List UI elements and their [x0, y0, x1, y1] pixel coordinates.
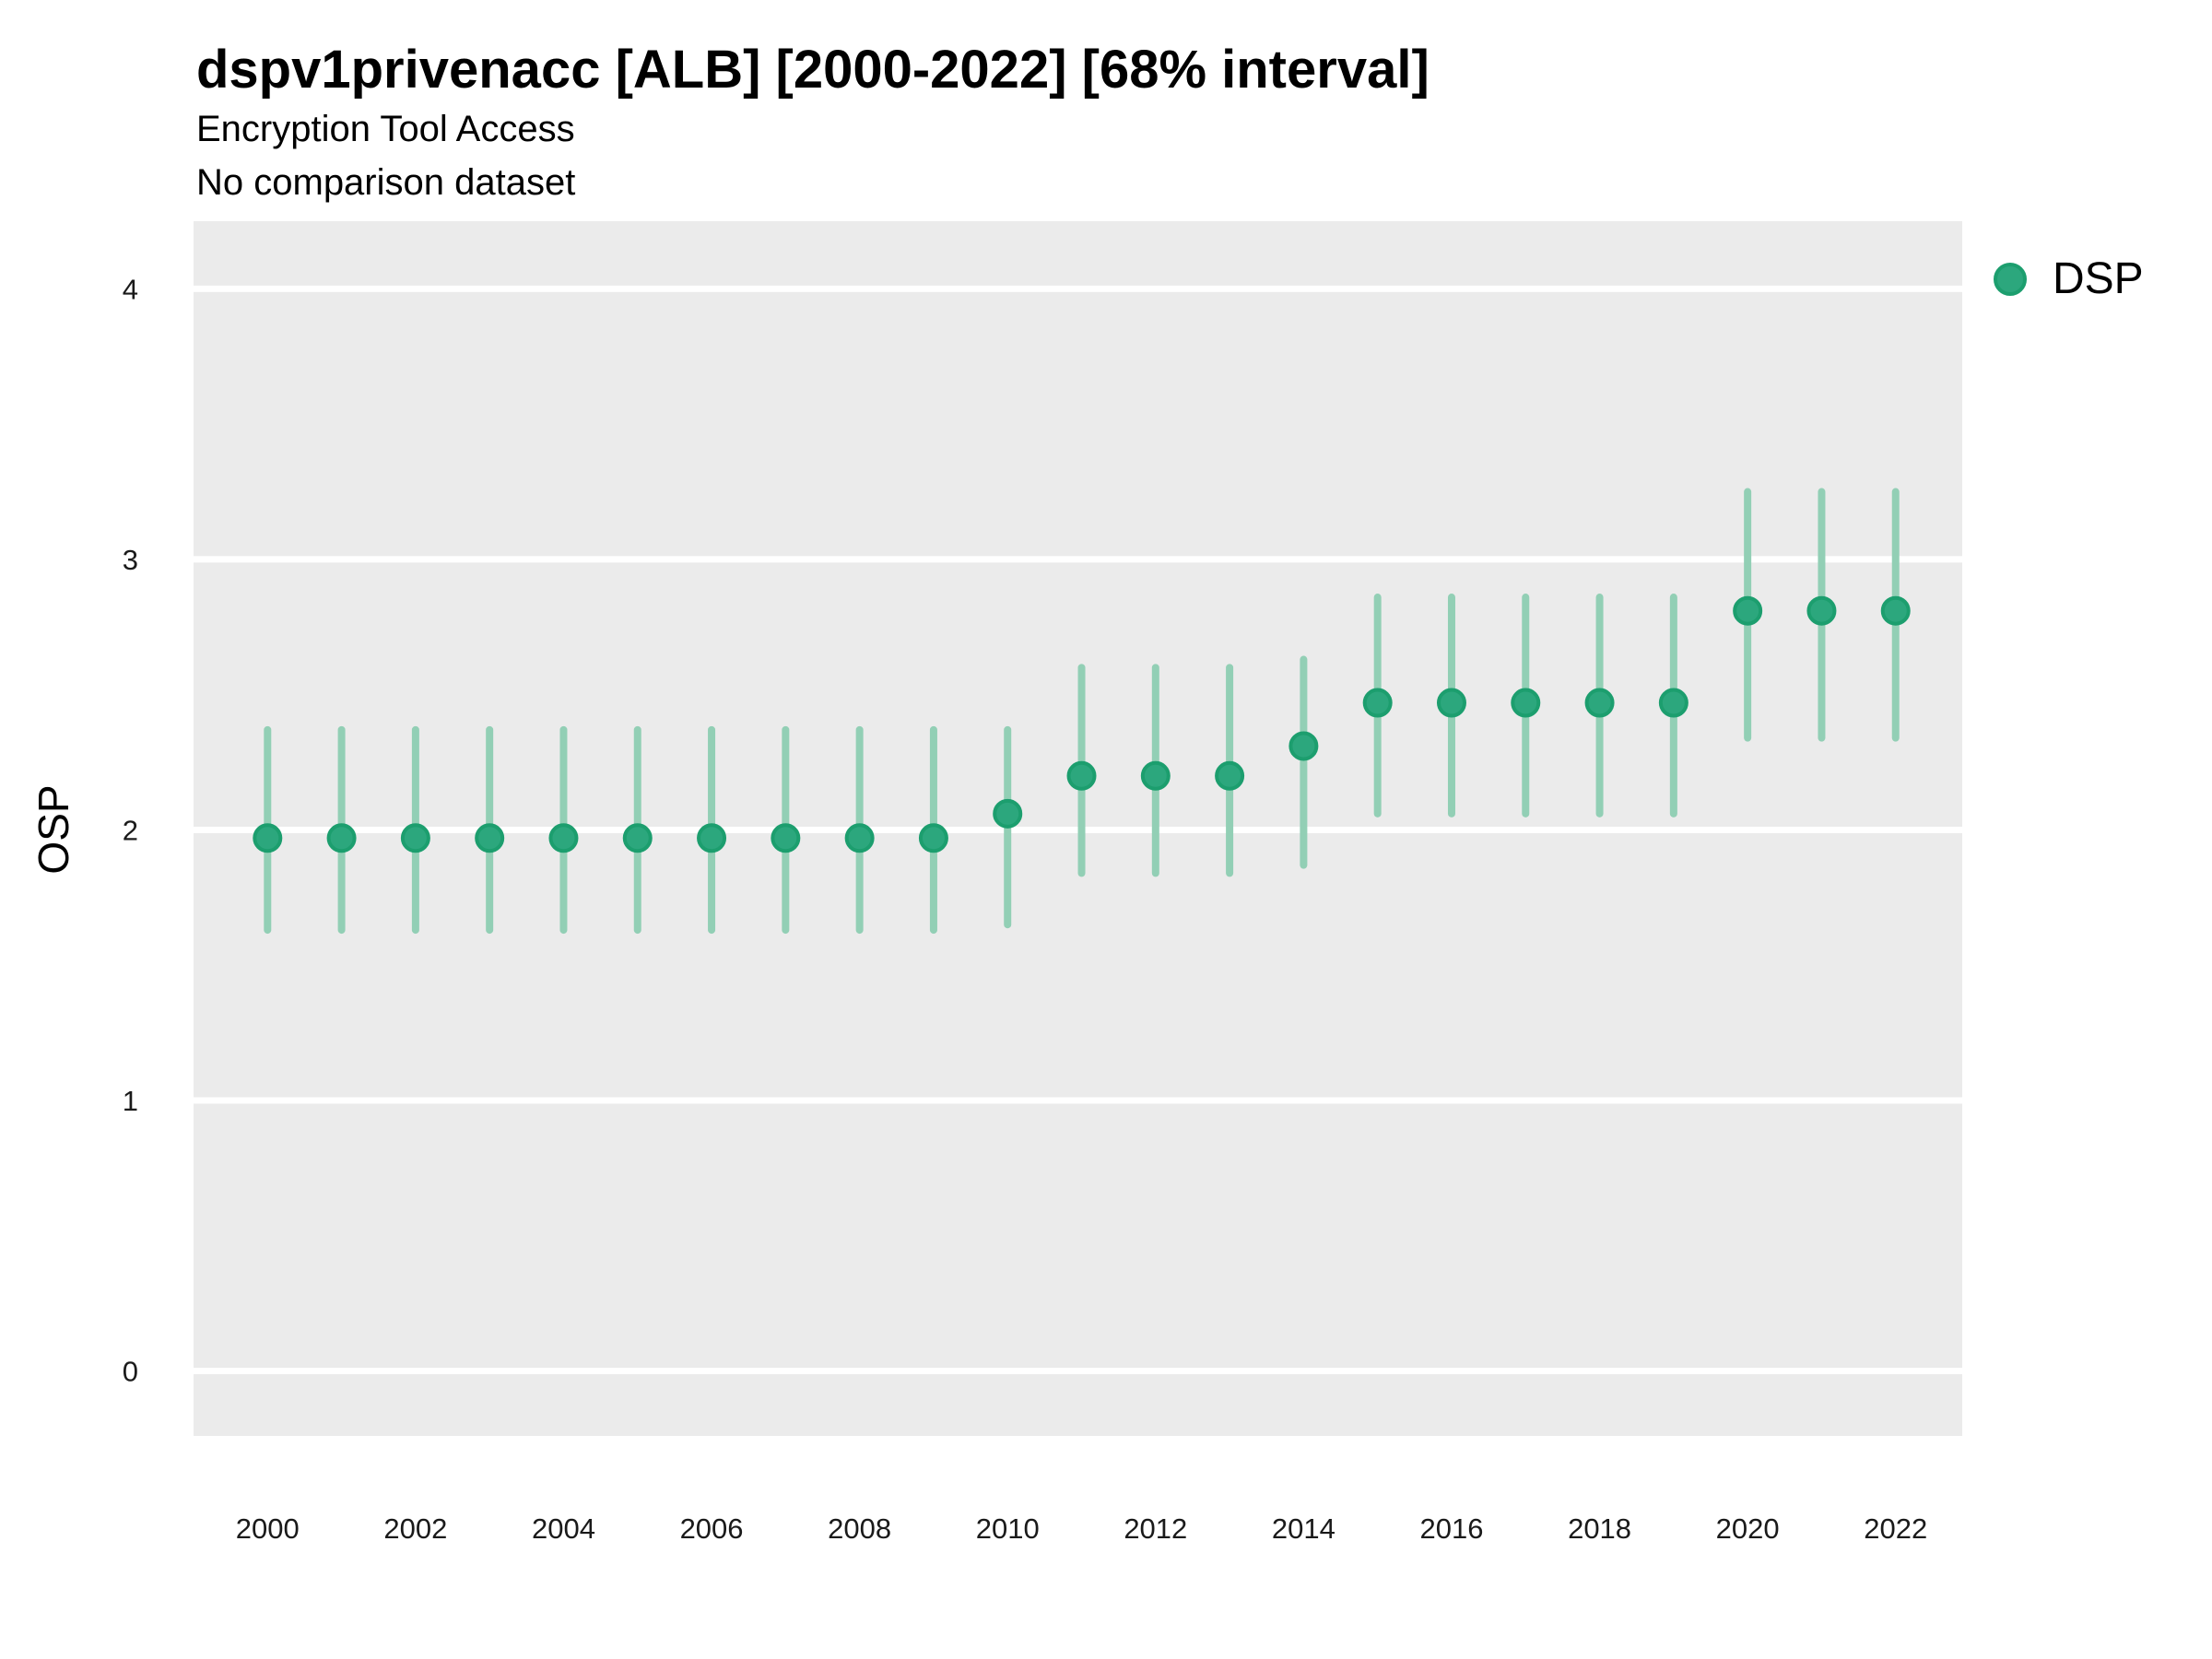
x-tick-label-2014: 2014	[1272, 1512, 1335, 1545]
chart-subtitle: Encryption Tool Access	[196, 109, 575, 149]
point-2022	[1880, 595, 1911, 626]
y-tick-label-4: 4	[123, 273, 138, 305]
point-2017	[1511, 688, 1541, 718]
point-2010	[993, 798, 1023, 829]
point-2007	[771, 823, 801, 853]
point-2006	[697, 823, 727, 853]
x-tick-label-2004: 2004	[532, 1512, 595, 1545]
point-2002	[400, 823, 430, 853]
point-2012	[1140, 760, 1171, 791]
point-2000	[253, 823, 283, 853]
x-tick-label-2008: 2008	[828, 1512, 891, 1545]
chart-note: No comparison dataset	[196, 162, 576, 203]
x-tick-label-2000: 2000	[236, 1512, 300, 1545]
legend-label: DSP	[2053, 254, 2144, 303]
chart-title: dspv1privenacc [ALB] [2000-2022] [68% in…	[196, 40, 1430, 100]
point-2003	[475, 823, 505, 853]
legend-marker-icon	[1994, 262, 2027, 296]
point-2008	[844, 823, 875, 853]
point-2011	[1066, 760, 1097, 791]
y-tick-label-2: 2	[123, 814, 138, 846]
point-2021	[1806, 595, 1837, 626]
legend: DSP	[1994, 253, 2144, 304]
point-2018	[1584, 688, 1615, 718]
point-2009	[918, 823, 948, 853]
x-tick-label-2012: 2012	[1124, 1512, 1187, 1545]
point-2019	[1658, 688, 1688, 718]
point-2004	[548, 823, 579, 853]
x-tick-label-2002: 2002	[383, 1512, 447, 1545]
point-2014	[1288, 731, 1319, 761]
x-tick-label-2022: 2022	[1864, 1512, 1927, 1545]
x-tick-label-2010: 2010	[976, 1512, 1040, 1545]
point-2016	[1436, 688, 1466, 718]
point-2013	[1215, 760, 1245, 791]
y-tick-label-1: 1	[123, 1085, 138, 1117]
y-tick-label-3: 3	[123, 544, 138, 576]
x-tick-label-2006: 2006	[680, 1512, 744, 1545]
point-2001	[326, 823, 357, 853]
x-tick-label-2020: 2020	[1716, 1512, 1780, 1545]
x-tick-label-2016: 2016	[1419, 1512, 1483, 1545]
y-tick-label-0: 0	[123, 1356, 138, 1388]
x-tick-label-2018: 2018	[1568, 1512, 1631, 1545]
point-2015	[1362, 688, 1393, 718]
point-2005	[622, 823, 653, 853]
point-2020	[1733, 595, 1763, 626]
